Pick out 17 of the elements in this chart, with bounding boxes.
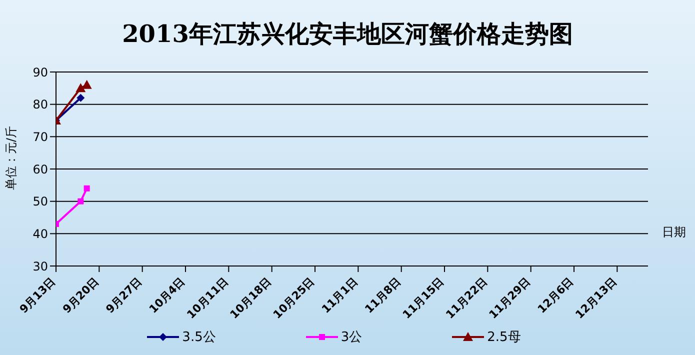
- legend-label: 2.5母: [486, 329, 521, 346]
- y-tick-label: 90: [32, 65, 48, 80]
- legend-label: 3公: [340, 329, 362, 346]
- y-axis-title: 单位：元/斤: [4, 126, 18, 190]
- y-tick-label: 50: [32, 194, 48, 209]
- legend-label: 3.5公: [181, 329, 216, 346]
- y-tick-label: 30: [32, 259, 48, 274]
- x-tick-label: 9月20日: [60, 274, 102, 316]
- x-tick-label: 9月27日: [103, 274, 144, 316]
- x-tick-label: 9月13日: [17, 274, 58, 316]
- x-axis-title: 日期: [662, 224, 686, 241]
- y-tick-label: 40: [32, 226, 48, 241]
- y-tick-label: 60: [32, 162, 48, 176]
- y-tick-label: 70: [32, 130, 48, 144]
- chart-title: 2013年江苏兴化安丰地区河蟹价格走势图: [121, 18, 574, 50]
- y-tick-label: 80: [32, 98, 48, 112]
- x-tick-label: 11月1日: [319, 274, 360, 316]
